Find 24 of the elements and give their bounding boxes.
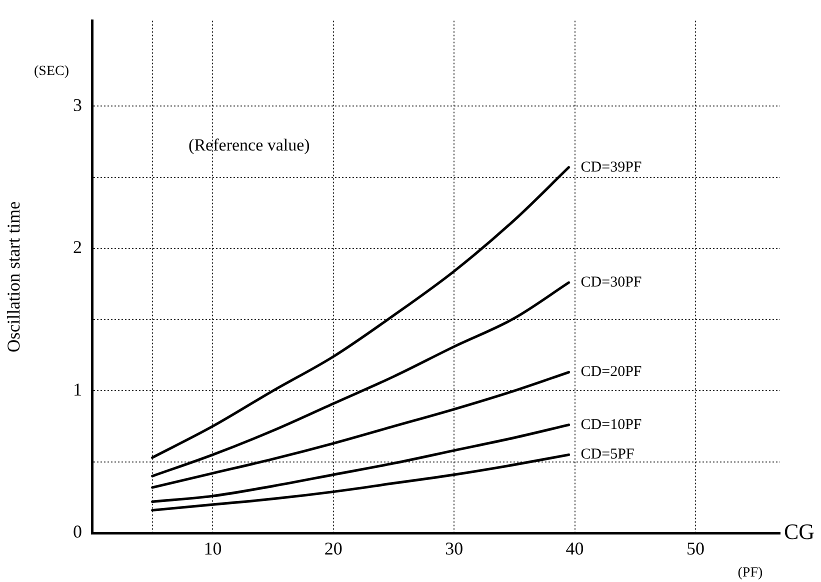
series-label: CD=5PF	[580, 446, 634, 463]
y-tick-label: 3	[73, 94, 82, 115]
series-label: CD=39PF	[580, 159, 642, 176]
y-tick-label: 1	[73, 379, 82, 400]
line-series	[151, 166, 570, 459]
text: (SEC)	[34, 64, 70, 79]
series-label: CD=30PF	[580, 274, 642, 291]
y-axis-title: Oscillation start time	[4, 201, 24, 352]
series-label: CD=20PF	[580, 364, 642, 380]
x-tick-label: 40	[566, 538, 584, 559]
annotation: (Reference value)	[188, 135, 310, 154]
line-series	[151, 370, 570, 489]
line-series	[151, 453, 570, 512]
y-tick-label: 0	[73, 522, 82, 542]
x-tick-label: 10	[204, 538, 222, 559]
text: (PF)	[738, 566, 763, 581]
x-tick-label: 30	[445, 538, 464, 559]
line-series	[151, 281, 570, 478]
x-tick-label: 20	[324, 538, 342, 559]
y-tick-label: 2	[73, 237, 82, 258]
x-tick-label: 50	[686, 538, 705, 559]
x-axis-title: CG	[784, 518, 815, 544]
series-label: CD=10PF	[580, 416, 642, 433]
line-series	[151, 424, 570, 503]
